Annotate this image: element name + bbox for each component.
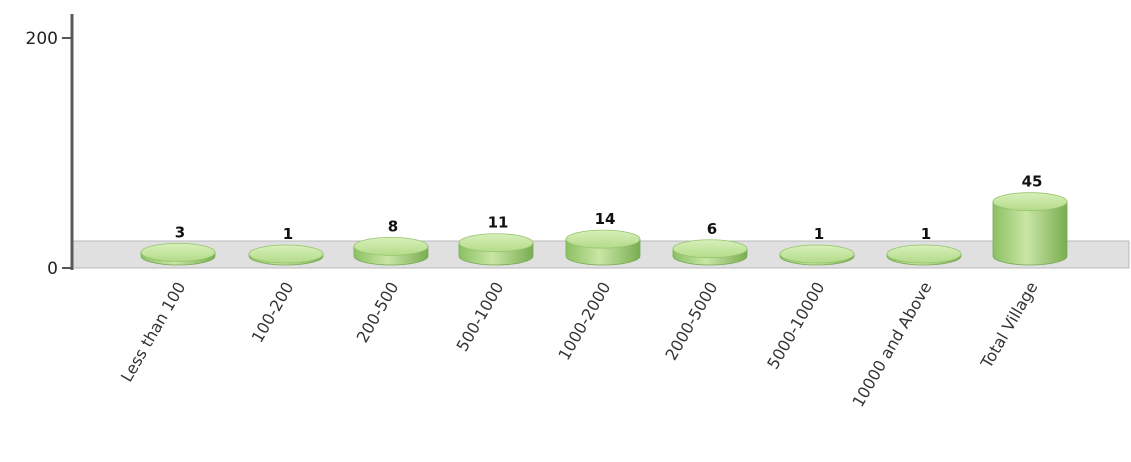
bar-0[interactable] xyxy=(140,242,216,266)
y-axis: 0 200 xyxy=(26,14,74,279)
bars xyxy=(140,192,1068,266)
x-tick-label-5: 2000-5000 xyxy=(661,279,721,364)
value-label-6: 1 xyxy=(814,225,824,243)
value-label-0: 3 xyxy=(175,223,185,241)
value-label-7: 1 xyxy=(921,225,931,243)
value-labels: 3 1 8 11 146 1 145 xyxy=(175,173,1043,243)
value-label-8: 45 xyxy=(1022,173,1043,191)
x-axis-labels: Less than 100 100-200 200-500 500-1000 1000-… xyxy=(117,279,1042,411)
x-tick-label-1: 100-200 xyxy=(248,279,298,346)
x-tick-label-2: 200-500 xyxy=(353,279,403,346)
x-tick-label-4: 1000-2000 xyxy=(554,279,614,364)
bar-8[interactable] xyxy=(992,192,1068,266)
bar-top xyxy=(248,244,324,264)
bar-4[interactable] xyxy=(565,229,641,266)
x-tick-label-3: 500-1000 xyxy=(452,279,507,355)
bar-2[interactable] xyxy=(353,236,429,266)
y-tick-label-0: 0 xyxy=(47,259,58,279)
value-label-4: 14 xyxy=(595,210,616,228)
bar-6[interactable] xyxy=(779,244,855,266)
x-tick-label-6: 5000-10000 xyxy=(763,279,828,373)
bar-1[interactable] xyxy=(248,244,324,266)
value-label-1: 1 xyxy=(283,225,293,243)
bar-top xyxy=(779,244,855,264)
bar-3[interactable] xyxy=(458,233,534,266)
bar-top xyxy=(886,244,962,264)
value-label-2: 8 xyxy=(388,217,398,235)
x-tick-label-0: Less than 100 xyxy=(117,279,190,386)
bar-top xyxy=(140,242,216,262)
bar-5[interactable] xyxy=(672,239,748,266)
x-tick-label-8: Total Village xyxy=(976,279,1041,373)
bar-top xyxy=(992,192,1068,212)
bar-7[interactable] xyxy=(886,244,962,266)
bar-top xyxy=(458,233,534,253)
bar-side xyxy=(992,201,1068,266)
x-tick-label-7: 10000 and Above xyxy=(848,279,935,411)
bar-top xyxy=(353,236,429,256)
bar-top xyxy=(565,229,641,249)
value-label-5: 6 xyxy=(707,220,717,238)
bar-top xyxy=(672,239,748,259)
value-label-3: 11 xyxy=(488,214,509,232)
y-tick-label-200: 200 xyxy=(26,29,58,49)
